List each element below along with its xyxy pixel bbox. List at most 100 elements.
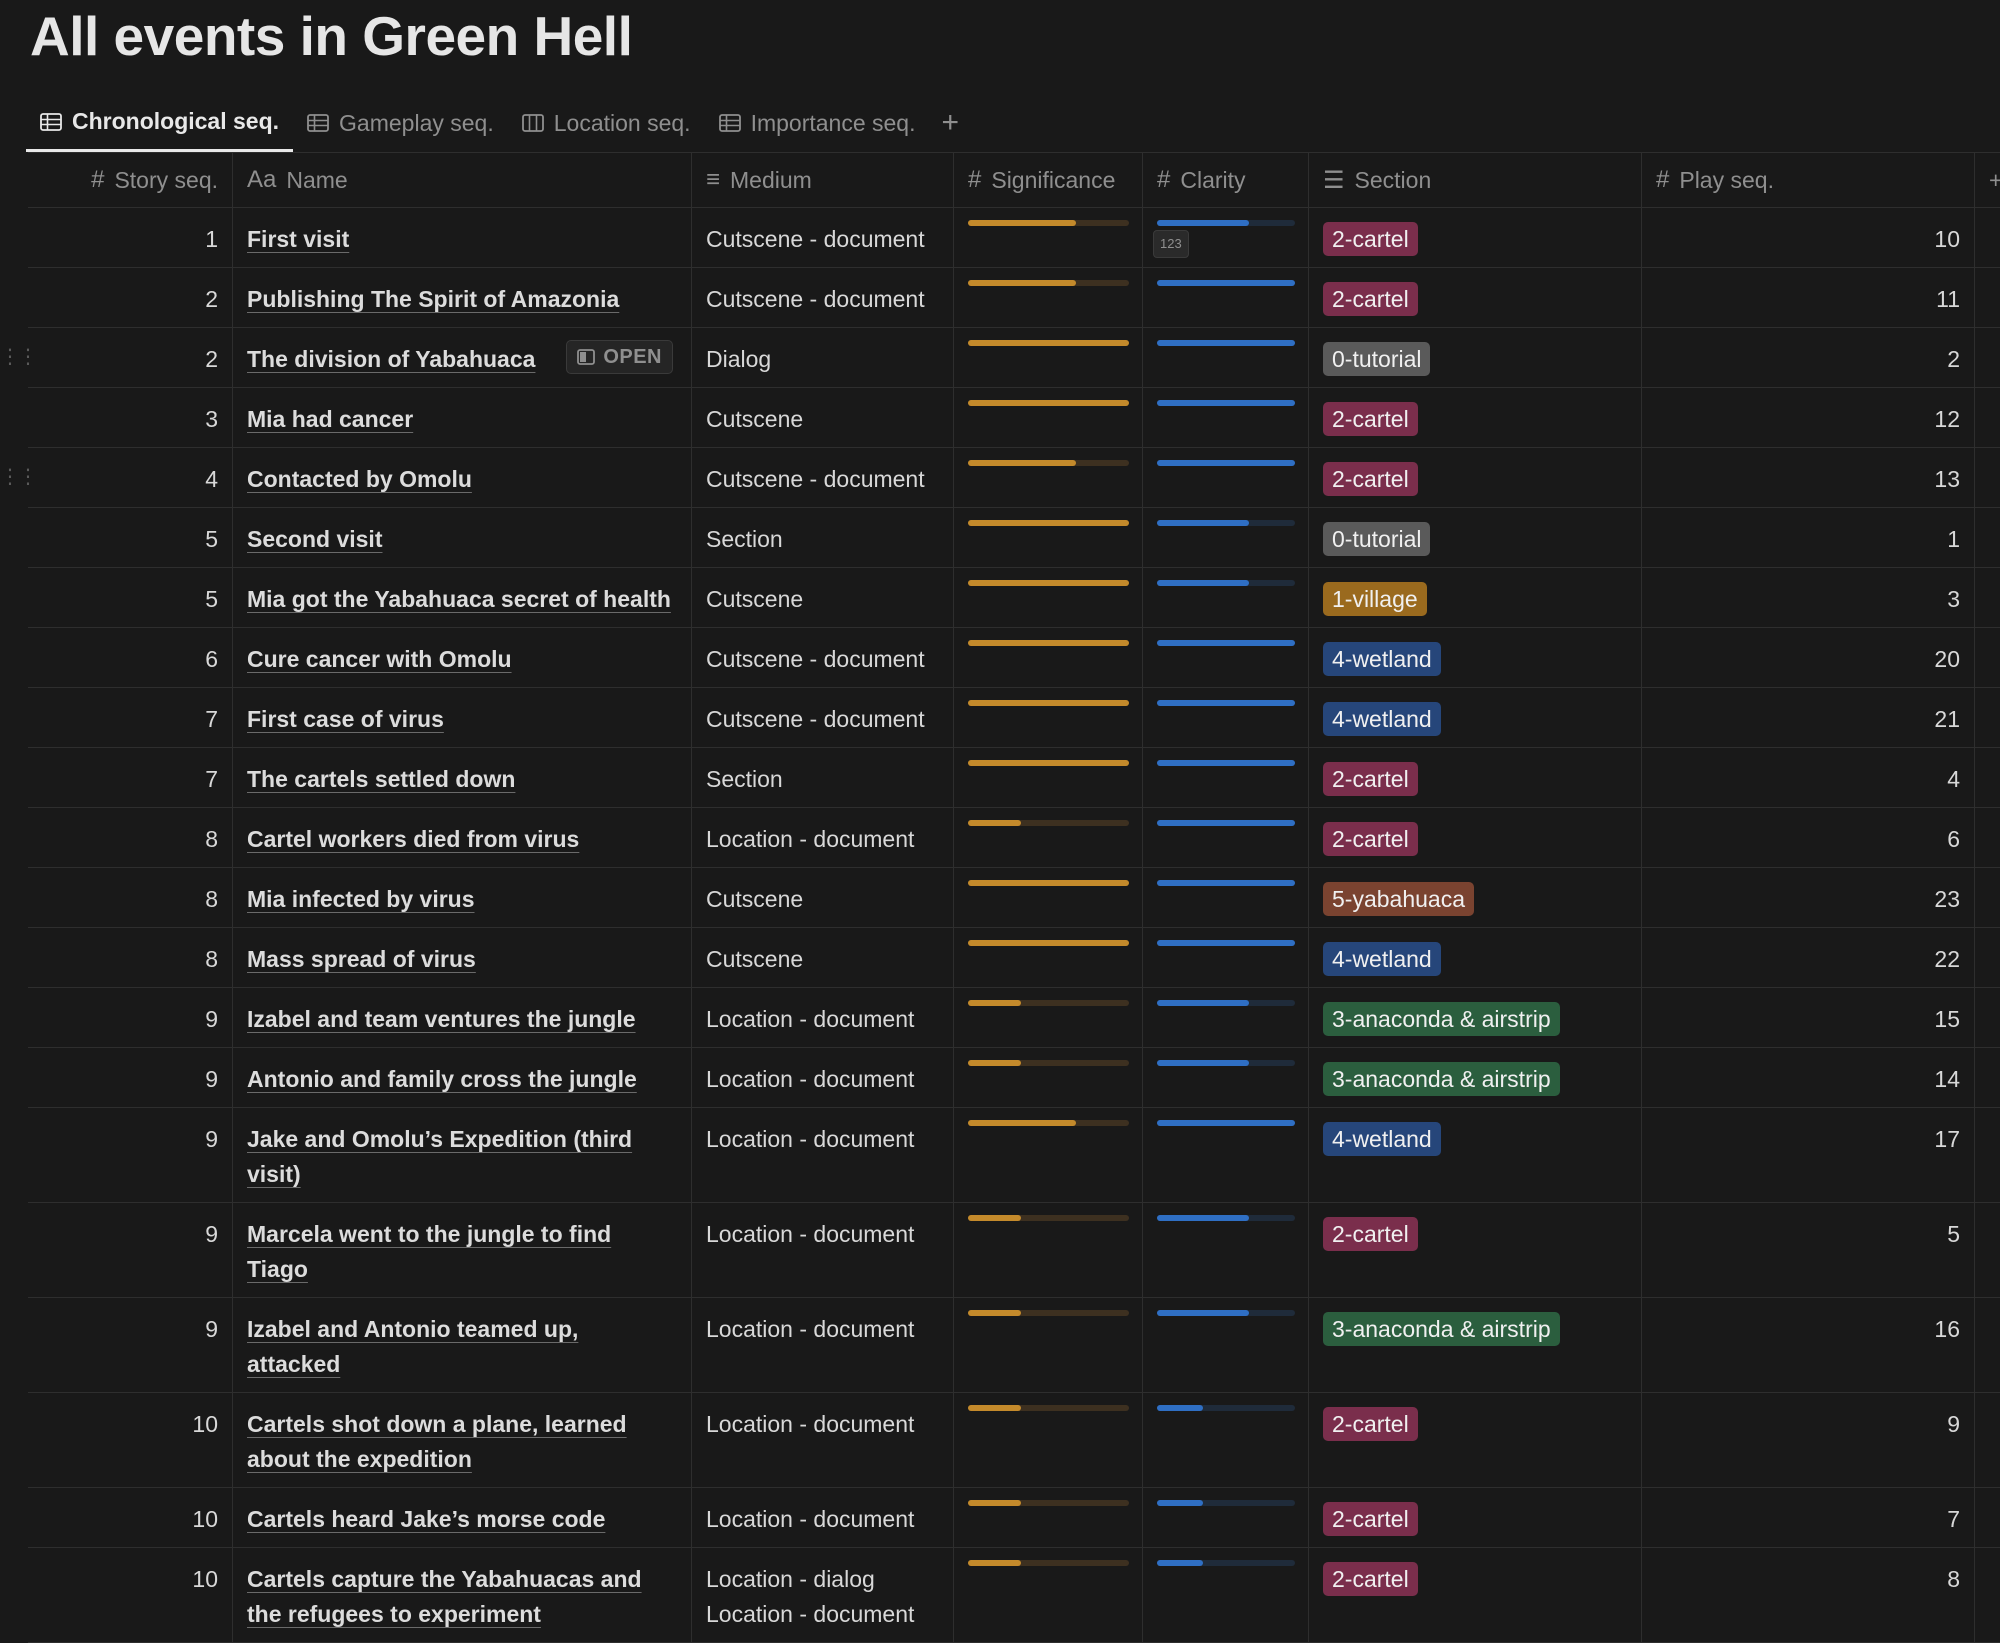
event-name-link[interactable]: Izabel and Antonio teamed up, attacked	[247, 1316, 579, 1377]
event-name-link[interactable]: First case of virus	[247, 706, 444, 732]
medium-cell[interactable]: Location - document	[692, 1048, 954, 1107]
section-cell[interactable]: 2-cartel	[1309, 748, 1642, 807]
tab-chronological[interactable]: Chronological seq.	[26, 94, 294, 152]
table-row[interactable]: 4 ⋮⋮ Contacted by Omolu Cutscene - document…	[0, 448, 2000, 508]
section-cell[interactable]: 4-wetland	[1309, 688, 1642, 747]
table-row[interactable]: 5 Second visit Section 0-tutorial 1	[28, 508, 2000, 568]
column-header-clarity[interactable]: # Clarity	[1143, 153, 1309, 207]
drag-handle-icon[interactable]: ⋮⋮	[0, 466, 38, 488]
clarity-cell[interactable]	[1143, 508, 1309, 567]
significance-cell[interactable]	[954, 1048, 1143, 1107]
clarity-cell[interactable]	[1143, 568, 1309, 627]
section-cell[interactable]: 3-anaconda & airstrip	[1309, 988, 1642, 1047]
section-cell[interactable]: 2-cartel	[1309, 448, 1642, 507]
event-name-link[interactable]: Publishing The Spirit of Amazonia	[247, 286, 620, 312]
name-cell[interactable]: Cartels capture the Yabahuacas and the r…	[233, 1548, 692, 1642]
significance-cell[interactable]	[954, 448, 1143, 507]
medium-cell[interactable]: Location - dialog Location - document	[692, 1548, 954, 1642]
medium-cell[interactable]: Section	[692, 748, 954, 807]
significance-cell[interactable]	[954, 508, 1143, 567]
column-header-name[interactable]: Aa Name	[233, 153, 692, 207]
section-cell[interactable]: 0-tutorial	[1309, 508, 1642, 567]
significance-cell[interactable]	[954, 988, 1143, 1047]
name-cell[interactable]: Cartel workers died from virus	[233, 808, 692, 867]
name-cell[interactable]: Second visit	[233, 508, 692, 567]
medium-cell[interactable]: Location - document	[692, 1298, 954, 1392]
table-row[interactable]: 5 Mia got the Yabahuaca secret of health C…	[28, 568, 2000, 628]
name-cell[interactable]: Jake and Omolu’s Expedition (third visit…	[233, 1108, 692, 1202]
clarity-cell[interactable]	[1143, 628, 1309, 687]
section-cell[interactable]: 4-wetland	[1309, 928, 1642, 987]
significance-cell[interactable]	[954, 808, 1143, 867]
significance-cell[interactable]	[954, 628, 1143, 687]
tab-importance[interactable]: Importance seq.	[705, 94, 930, 152]
column-header-play-seq[interactable]: # Play seq.	[1642, 153, 1975, 207]
medium-cell[interactable]: Location - document	[692, 1203, 954, 1297]
significance-cell[interactable]	[954, 328, 1143, 387]
event-name-link[interactable]: Cartels capture the Yabahuacas and the r…	[247, 1566, 642, 1627]
tab-gameplay[interactable]: Gameplay seq.	[293, 94, 508, 152]
section-cell[interactable]: 2-cartel	[1309, 1203, 1642, 1297]
name-cell[interactable]: Mia infected by virus	[233, 868, 692, 927]
column-header-story-seq[interactable]: # Story seq.	[28, 153, 233, 207]
event-name-link[interactable]: Second visit	[247, 526, 383, 552]
event-name-link[interactable]: Marcela went to the jungle to find Tiago	[247, 1221, 612, 1282]
medium-cell[interactable]: Location - document	[692, 988, 954, 1047]
table-row[interactable]: 10 Cartels capture the Yabahuacas and the…	[28, 1548, 2000, 1643]
name-cell[interactable]: Cure cancer with Omolu	[233, 628, 692, 687]
table-row[interactable]: 2 Publishing The Spirit of Amazonia Cutsce…	[28, 268, 2000, 328]
clarity-cell[interactable]	[1143, 268, 1309, 327]
add-view-button[interactable]: +	[929, 106, 971, 140]
clarity-cell[interactable]	[1143, 1393, 1309, 1487]
section-cell[interactable]: 5-yabahuaca	[1309, 868, 1642, 927]
name-cell[interactable]: Izabel and team ventures the jungle	[233, 988, 692, 1047]
section-cell[interactable]: 2-cartel	[1309, 388, 1642, 447]
significance-cell[interactable]	[954, 568, 1143, 627]
event-name-link[interactable]: Cure cancer with Omolu	[247, 646, 512, 672]
section-cell[interactable]: 2-cartel	[1309, 1548, 1642, 1642]
name-cell[interactable]: Mass spread of virus	[233, 928, 692, 987]
significance-cell[interactable]	[954, 1298, 1143, 1392]
event-name-link[interactable]: Contacted by Omolu	[247, 466, 472, 492]
section-cell[interactable]: 3-anaconda & airstrip	[1309, 1298, 1642, 1392]
name-cell[interactable]: Cartels heard Jake’s morse code	[233, 1488, 692, 1547]
table-row[interactable]: 10 Cartels shot down a plane, learned abo…	[28, 1393, 2000, 1488]
name-cell[interactable]: Izabel and Antonio teamed up, attacked	[233, 1298, 692, 1392]
name-cell[interactable]: Mia got the Yabahuaca secret of health	[233, 568, 692, 627]
medium-cell[interactable]: Section	[692, 508, 954, 567]
section-cell[interactable]: 4-wetland	[1309, 628, 1642, 687]
clarity-cell[interactable]	[1143, 988, 1309, 1047]
medium-cell[interactable]: Cutscene	[692, 568, 954, 627]
add-column-button[interactable]: +	[1975, 153, 2000, 207]
clarity-cell[interactable]	[1143, 448, 1309, 507]
medium-cell[interactable]: Location - document	[692, 1108, 954, 1202]
table-row[interactable]: 8 Mass spread of virus Cutscene 4-wetland 22	[28, 928, 2000, 988]
event-name-link[interactable]: The cartels settled down	[247, 766, 516, 792]
medium-cell[interactable]: Cutscene - document	[692, 448, 954, 507]
table-row[interactable]: 9 Antonio and family cross the jungle Loca…	[28, 1048, 2000, 1108]
table-row[interactable]: 3 Mia had cancer Cutscene 2-cartel 12	[28, 388, 2000, 448]
clarity-cell[interactable]	[1143, 1488, 1309, 1547]
section-cell[interactable]: 2-cartel	[1309, 808, 1642, 867]
event-name-link[interactable]: First visit	[247, 226, 350, 252]
name-cell[interactable]: The cartels settled down	[233, 748, 692, 807]
medium-cell[interactable]: Cutscene	[692, 868, 954, 927]
table-row[interactable]: 9 Marcela went to the jungle to find Tiag…	[28, 1203, 2000, 1298]
medium-cell[interactable]: Cutscene - document	[692, 628, 954, 687]
significance-cell[interactable]	[954, 748, 1143, 807]
name-cell[interactable]: Mia had cancer	[233, 388, 692, 447]
name-cell[interactable]: First visit	[233, 208, 692, 267]
section-cell[interactable]: 3-anaconda & airstrip	[1309, 1048, 1642, 1107]
column-header-section[interactable]: ☰ Section	[1309, 153, 1642, 207]
event-name-link[interactable]: Antonio and family cross the jungle	[247, 1066, 637, 1092]
clarity-cell[interactable]	[1143, 688, 1309, 747]
significance-cell[interactable]	[954, 1488, 1143, 1547]
name-cell[interactable]: The division of Yabahuaca OPEN	[233, 328, 692, 387]
medium-cell[interactable]: Cutscene - document	[692, 688, 954, 747]
clarity-cell[interactable]	[1143, 328, 1309, 387]
drag-handle-icon[interactable]: ⋮⋮	[0, 346, 38, 368]
event-name-link[interactable]: Cartels shot down a plane, learned about…	[247, 1411, 627, 1472]
section-cell[interactable]: 4-wetland	[1309, 1108, 1642, 1202]
name-cell[interactable]: First case of virus	[233, 688, 692, 747]
significance-cell[interactable]	[954, 688, 1143, 747]
